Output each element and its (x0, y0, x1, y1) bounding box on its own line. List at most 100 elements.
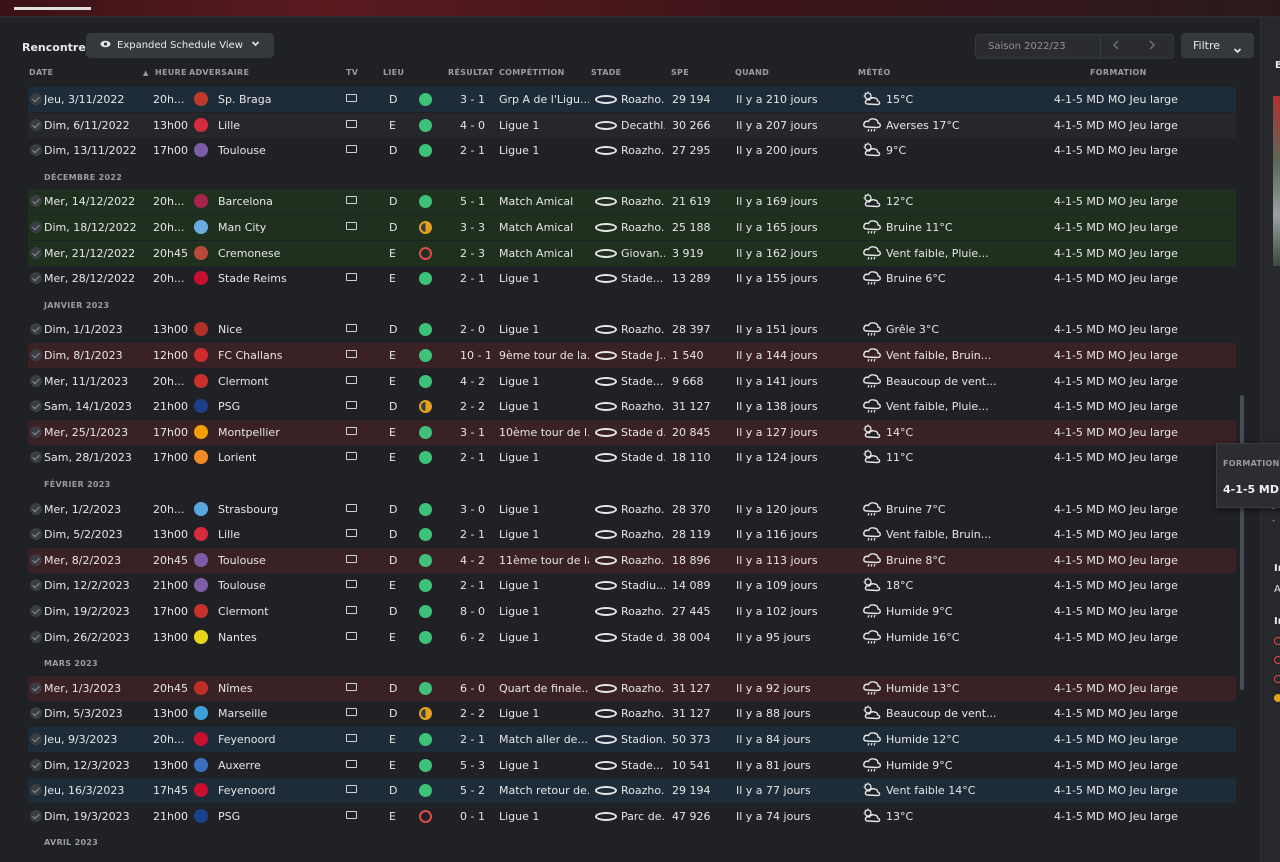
competition[interactable]: Match Amical (499, 246, 574, 260)
competition[interactable]: 11ème tour de la... (499, 553, 589, 567)
competition[interactable]: Quart de finale... (499, 681, 589, 695)
competition[interactable]: Grp A de l'Ligu... (499, 93, 589, 106)
table-row[interactable]: Dim, 13/11/2022 17h00 Toulouse D 2 - 1 Ligue … (28, 138, 1236, 164)
table-row[interactable]: Jeu, 9/3/2023 20h... Feyenoord E 2 - 1 Match … (28, 727, 1236, 752)
score[interactable]: 2 - 1 (460, 528, 485, 542)
table-row[interactable]: Dim, 19/3/2023 21h00 PSG E 0 - 1 Ligue 1 Parc … (28, 803, 1236, 829)
competition[interactable]: Ligue 1 (499, 809, 540, 823)
opponent-name[interactable]: PSG (218, 809, 241, 823)
table-row[interactable]: Dim, 12/3/2023 13h00 Auxerre E 5 - 3 Ligue 1 S… (28, 752, 1236, 778)
header-formation[interactable]: FORMATION (1090, 68, 1147, 77)
opponent-name[interactable]: Feyenoord (218, 784, 276, 798)
header-spe[interactable]: SPE (671, 68, 689, 77)
competition[interactable]: Ligue 1 (499, 118, 540, 132)
opponent-name[interactable]: Marseille (218, 707, 268, 721)
table-row[interactable]: Mer, 8/2/2023 20h45 Toulouse D 4 - 2 11ème to… (28, 547, 1236, 573)
score[interactable]: 10 - 1 (460, 349, 490, 362)
score[interactable]: 2 - 1 (460, 733, 485, 746)
table-row[interactable]: Mer, 21/12/2022 20h45 Cremonese E 2 - 3 Match… (28, 240, 1236, 266)
score[interactable]: 5 - 2 (460, 784, 485, 798)
competition[interactable]: 9ème tour de la... (499, 349, 589, 362)
score[interactable]: 4 - 2 (460, 553, 485, 567)
table-row[interactable]: Sam, 14/1/2023 21h00 PSG D 2 - 2 Ligue 1 Roazh… (28, 394, 1236, 420)
competition[interactable]: Ligue 1 (499, 528, 540, 542)
opponent-name[interactable]: Auxerre (218, 758, 261, 772)
competition[interactable]: Ligue 1 (499, 630, 540, 644)
competition[interactable]: Ligue 1 (499, 758, 540, 772)
table-row[interactable]: Dim, 18/12/2022 20h... Man City D 3 - 3 Match… (28, 215, 1236, 240)
competition[interactable]: Ligue 1 (499, 272, 540, 286)
table-row[interactable]: Mer, 25/1/2023 17h00 Montpellier E 3 - 1 10èm… (28, 419, 1236, 445)
competition[interactable]: Ligue 1 (499, 579, 540, 593)
opponent-name[interactable]: Man City (218, 221, 267, 234)
score[interactable]: 5 - 3 (460, 758, 485, 772)
score[interactable]: 3 - 1 (460, 425, 485, 439)
table-row[interactable]: Mer, 11/1/2023 20h... Clermont E 4 - 2 Ligue … (28, 368, 1236, 394)
score[interactable]: 3 - 1 (460, 93, 485, 106)
score[interactable]: 0 - 1 (460, 809, 485, 823)
table-row[interactable]: Mer, 1/2/2023 20h... Strasbourg D 3 - 0 Ligue… (28, 496, 1236, 522)
competition[interactable]: Match Amical (499, 195, 574, 209)
score[interactable]: 2 - 1 (460, 272, 485, 286)
view-dropdown-button[interactable]: Expanded Schedule View (86, 33, 274, 58)
header-quand[interactable]: QUAND (735, 68, 770, 77)
header-adversaire[interactable]: ADVERSAIRE (189, 68, 250, 77)
opponent-name[interactable]: Nîmes (218, 681, 253, 695)
table-row[interactable]: Dim, 19/2/2023 17h00 Clermont D 8 - 0 Ligue 1… (28, 599, 1236, 624)
competition[interactable]: Ligue 1 (499, 400, 540, 414)
opponent-name[interactable]: Nice (218, 323, 243, 337)
opponent-name[interactable]: Nantes (218, 630, 257, 644)
competition[interactable]: Ligue 1 (499, 144, 540, 158)
score[interactable]: 3 - 0 (460, 502, 485, 516)
competition[interactable]: Ligue 1 (499, 502, 540, 516)
opponent-name[interactable]: Lille (218, 528, 241, 542)
competition[interactable]: Ligue 1 (499, 605, 540, 618)
opponent-name[interactable]: Barcelona (218, 195, 273, 209)
competition[interactable]: Ligue 1 (499, 451, 540, 465)
table-row[interactable]: Dim, 8/1/2023 12h00 FC Challans E 10 - 1 9ème… (28, 343, 1236, 368)
opponent-name[interactable]: FC Challans (218, 349, 283, 362)
score[interactable]: 2 - 2 (460, 707, 485, 721)
score[interactable]: 2 - 0 (460, 323, 485, 337)
chevron-left-icon[interactable] (1112, 39, 1120, 54)
table-row[interactable]: Mer, 1/3/2023 20h45 Nîmes D 6 - 0 Quart de fi… (28, 675, 1236, 701)
table-row[interactable]: Mer, 28/12/2022 20h... Stade Reims E 2 - 1 Li… (28, 266, 1236, 292)
score[interactable]: 8 - 0 (460, 605, 485, 618)
opponent-name[interactable]: Sp. Braga (218, 93, 272, 106)
score[interactable]: 4 - 0 (460, 118, 485, 132)
opponent-name[interactable]: Clermont (218, 605, 269, 618)
opponent-name[interactable]: Strasbourg (218, 502, 279, 516)
competition[interactable]: Ligue 1 (499, 323, 540, 337)
score[interactable]: 2 - 3 (460, 246, 485, 260)
opponent-name[interactable]: Clermont (218, 374, 269, 388)
competition[interactable]: Match Amical (499, 221, 574, 234)
table-row[interactable]: Dim, 12/2/2023 21h00 Toulouse E 2 - 1 Ligue 1… (28, 573, 1236, 599)
score[interactable]: 5 - 1 (460, 195, 485, 209)
score[interactable]: 2 - 1 (460, 144, 485, 158)
score[interactable]: 2 - 2 (460, 400, 485, 414)
table-row[interactable]: Dim, 26/2/2023 13h00 Nantes E 6 - 2 Ligue 1 St… (28, 624, 1236, 650)
opponent-name[interactable]: Montpellier (218, 425, 280, 439)
opponent-name[interactable]: Stade Reims (218, 272, 287, 286)
season-selector[interactable]: Saison 2022/23 (975, 34, 1174, 59)
table-row[interactable]: Dim, 6/11/2022 13h00 Lille E 4 - 0 Ligue 1 Dec… (28, 112, 1236, 138)
header-date[interactable]: DATE (29, 68, 54, 77)
score[interactable]: 2 - 1 (460, 579, 485, 593)
header-meteo[interactable]: MÉTÉO (858, 68, 891, 77)
header-competition[interactable]: COMPÉTITION (499, 68, 565, 77)
score[interactable]: 6 - 2 (460, 630, 485, 644)
score[interactable]: 6 - 0 (460, 681, 485, 695)
header-resultat[interactable]: RÉSULTAT (448, 68, 494, 77)
competition[interactable]: Match retour de... (499, 784, 589, 798)
header-heure[interactable]: HEURE (155, 68, 187, 77)
table-row[interactable]: Sam, 28/1/2023 17h00 Lorient E 2 - 1 Ligue 1 S… (28, 445, 1236, 471)
competition[interactable]: Ligue 1 (499, 707, 540, 721)
competition[interactable]: Ligue 1 (499, 374, 540, 388)
opponent-name[interactable]: Toulouse (218, 144, 266, 158)
chevron-right-icon[interactable] (1148, 39, 1156, 54)
competition[interactable]: 10ème tour de l... (499, 425, 589, 439)
score[interactable]: 3 - 3 (460, 221, 485, 234)
table-row[interactable]: Dim, 5/3/2023 13h00 Marseille D 2 - 2 Ligue 1… (28, 701, 1236, 727)
header-lieu[interactable]: LIEU (383, 68, 405, 77)
competition[interactable]: Match aller de... (499, 733, 588, 746)
